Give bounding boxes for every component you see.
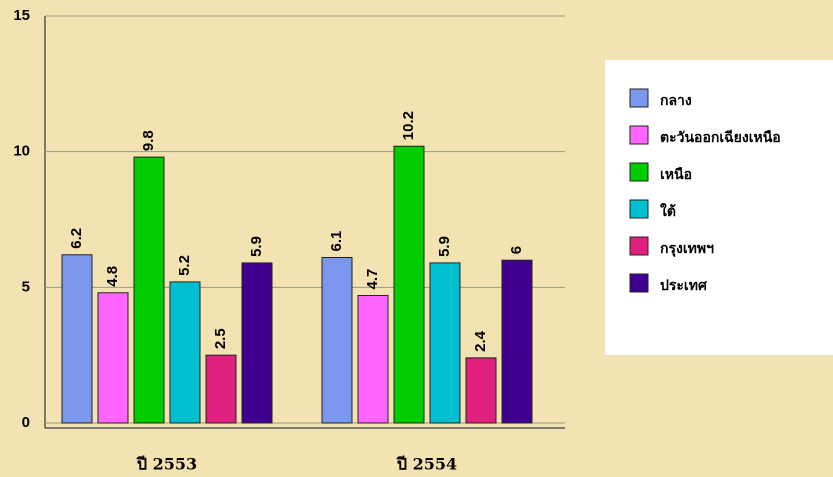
data-label: 5.9 [436, 236, 453, 257]
legend-swatch [629, 88, 649, 108]
bar [97, 292, 129, 424]
bar [393, 145, 425, 424]
data-label: 4.7 [364, 269, 381, 290]
data-label: 10.2 [400, 111, 417, 140]
y-tick-label: 15 [13, 7, 30, 24]
bar [357, 294, 389, 424]
legend-label: เหนือ [660, 167, 692, 183]
data-label: 6 [508, 246, 525, 254]
y-tick-label: 10 [13, 143, 30, 160]
x-tick-label: ปี 2553 [135, 455, 197, 474]
legend-label: ตะวันออกเฉียงเหนือ [660, 130, 781, 146]
data-label: 2.5 [212, 328, 229, 349]
legend-swatch [629, 162, 649, 182]
data-label: 4.8 [104, 266, 121, 287]
bar [133, 156, 165, 424]
data-label: 9.8 [140, 130, 157, 151]
bar [205, 354, 237, 424]
y-tick-label: 5 [22, 278, 30, 295]
bar [321, 256, 353, 424]
bar [169, 281, 201, 424]
data-label: 6.2 [68, 228, 85, 249]
legend-label: ประเทศ [660, 278, 708, 294]
bar [501, 259, 533, 424]
data-label: 5.2 [176, 255, 193, 276]
legend-label: กรุงเทพฯ [660, 241, 714, 257]
legend-label: ใต้ [660, 202, 676, 220]
data-label: 5.9 [248, 236, 265, 257]
legend-swatch [629, 125, 649, 145]
legend-swatch [629, 199, 649, 219]
x-tick-label: ปี 2554 [395, 455, 457, 474]
data-label: 6.1 [328, 231, 345, 252]
legend-swatch [629, 273, 649, 293]
bar [241, 262, 273, 424]
bar [465, 357, 497, 424]
legend-swatch [629, 236, 649, 256]
y-tick-label: 0 [22, 414, 30, 431]
data-label: 2.4 [472, 330, 489, 352]
bar [61, 254, 93, 424]
bar [429, 262, 461, 424]
legend-label: กลาง [660, 93, 692, 109]
